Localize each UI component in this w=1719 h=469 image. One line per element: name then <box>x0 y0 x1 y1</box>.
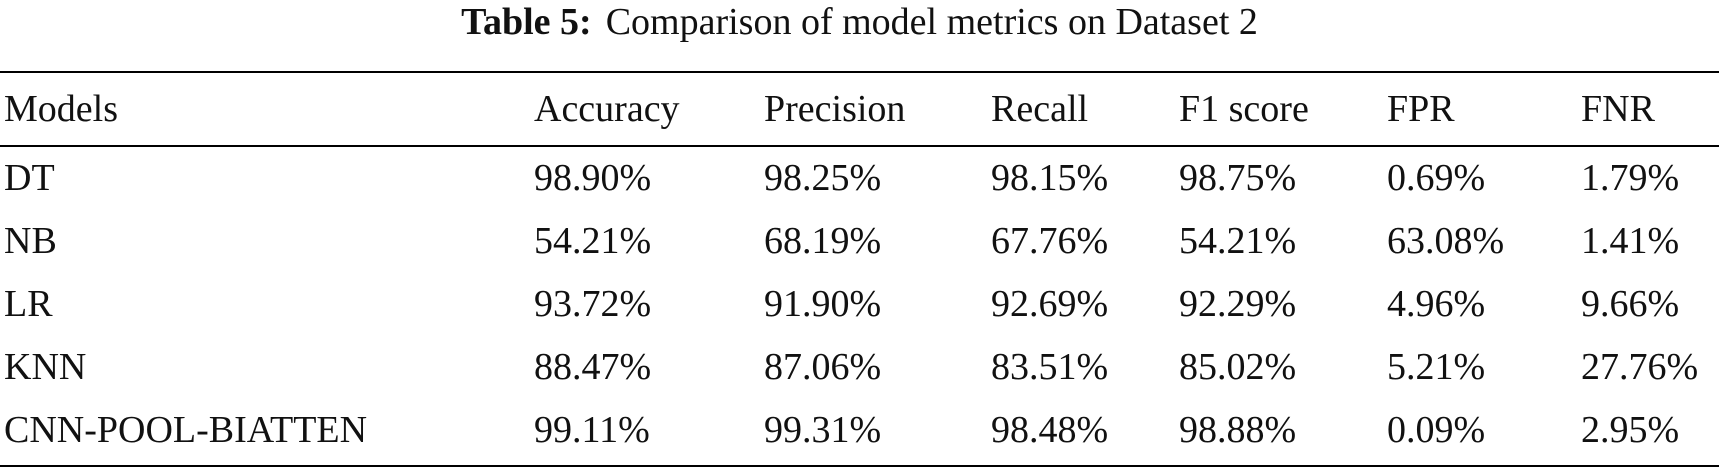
header-recall: Recall <box>991 88 1089 130</box>
table-row: CNN-POOL-BIATTEN 99.11% 99.31% 98.48% 98… <box>0 398 1719 461</box>
table-caption-label: Table 5: <box>461 1 592 43</box>
cell-precision: 91.90% <box>764 282 882 325</box>
cell-accuracy: 54.21% <box>534 219 652 262</box>
cell-fnr: 27.76% <box>1581 345 1699 388</box>
cell-fpr: 4.96% <box>1387 282 1486 325</box>
cell-f1: 98.88% <box>1179 408 1297 451</box>
table-header-rule <box>0 145 1719 147</box>
cell-f1: 54.21% <box>1179 219 1297 262</box>
table-row: LR 93.72% 91.90% 92.69% 92.29% 4.96% 9.6… <box>0 272 1719 335</box>
table-bottom-rule <box>0 465 1719 467</box>
cell-recall: 98.15% <box>991 156 1109 199</box>
cell-fpr: 0.69% <box>1387 156 1486 199</box>
cell-recall: 83.51% <box>991 345 1109 388</box>
cell-precision: 68.19% <box>764 219 882 262</box>
cell-recall: 98.48% <box>991 408 1109 451</box>
cell-model: LR <box>4 282 53 325</box>
table-row: NB 54.21% 68.19% 67.76% 54.21% 63.08% 1.… <box>0 209 1719 272</box>
table-body: DT 98.90% 98.25% 98.15% 98.75% 0.69% 1.7… <box>0 142 1719 461</box>
header-fpr: FPR <box>1387 88 1455 130</box>
cell-precision: 98.25% <box>764 156 882 199</box>
cell-accuracy: 93.72% <box>534 282 652 325</box>
cell-model: KNN <box>4 345 87 388</box>
cell-fnr: 1.79% <box>1581 156 1680 199</box>
header-f1-score: F1 score <box>1179 88 1309 130</box>
cell-fpr: 5.21% <box>1387 345 1486 388</box>
table-header-row: Models Accuracy Precision Recall F1 scor… <box>0 76 1719 142</box>
cell-recall: 67.76% <box>991 219 1109 262</box>
cell-f1: 98.75% <box>1179 156 1297 199</box>
header-precision: Precision <box>764 88 906 130</box>
cell-accuracy: 88.47% <box>534 345 652 388</box>
cell-fnr: 2.95% <box>1581 408 1680 451</box>
cell-fpr: 63.08% <box>1387 219 1505 262</box>
table-caption: Table 5: Comparison of model metrics on D… <box>0 0 1719 52</box>
header-fnr: FNR <box>1581 88 1655 130</box>
table-caption-text: Comparison of model metrics on Dataset 2 <box>605 1 1258 43</box>
cell-model: DT <box>4 156 55 199</box>
header-models: Models <box>4 88 118 130</box>
cell-recall: 92.69% <box>991 282 1109 325</box>
cell-fnr: 1.41% <box>1581 219 1680 262</box>
cell-precision: 87.06% <box>764 345 882 388</box>
cell-model: CNN-POOL-BIATTEN <box>4 408 368 451</box>
cell-fpr: 0.09% <box>1387 408 1486 451</box>
cell-f1: 85.02% <box>1179 345 1297 388</box>
cell-fnr: 9.66% <box>1581 282 1680 325</box>
cell-accuracy: 98.90% <box>534 156 652 199</box>
cell-f1: 92.29% <box>1179 282 1297 325</box>
cell-model: NB <box>4 219 57 262</box>
table-top-rule <box>0 71 1719 73</box>
cell-precision: 99.31% <box>764 408 882 451</box>
metrics-table: Models Accuracy Precision Recall F1 scor… <box>0 76 1719 461</box>
table-row: KNN 88.47% 87.06% 83.51% 85.02% 5.21% 27… <box>0 335 1719 398</box>
header-accuracy: Accuracy <box>534 88 680 130</box>
table-row: DT 98.90% 98.25% 98.15% 98.75% 0.69% 1.7… <box>0 142 1719 209</box>
cell-accuracy: 99.11% <box>534 408 650 451</box>
